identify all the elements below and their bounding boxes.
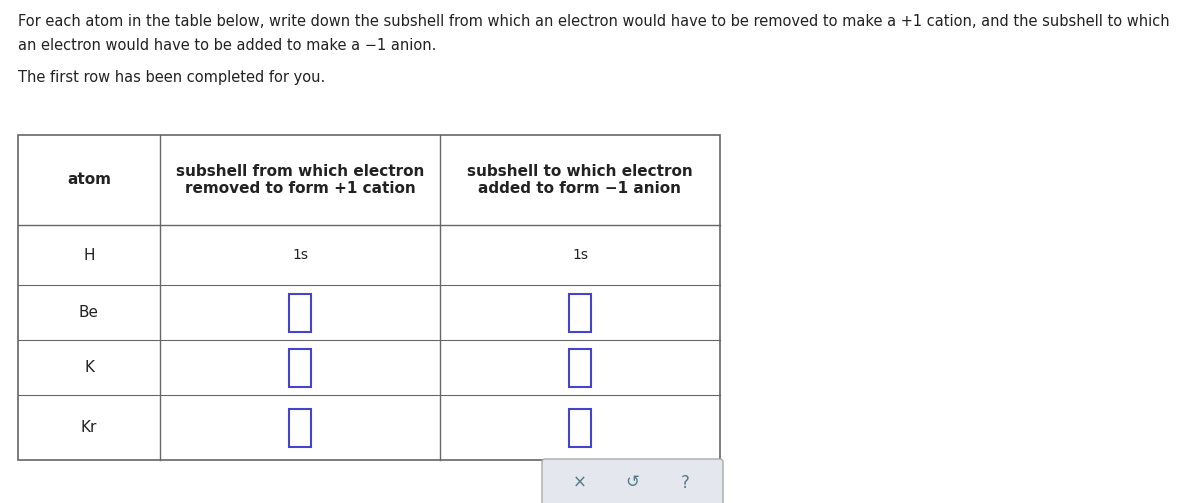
Text: subshell from which electron
removed to form +1 cation: subshell from which electron removed to … <box>176 164 424 196</box>
Text: K: K <box>84 360 94 375</box>
Text: 1s: 1s <box>292 248 308 262</box>
Bar <box>569 408 592 447</box>
Bar <box>569 293 592 331</box>
Bar <box>289 408 311 447</box>
Text: Be: Be <box>79 305 98 320</box>
Bar <box>569 349 592 386</box>
Text: Kr: Kr <box>80 420 97 435</box>
Text: ×: × <box>574 473 587 491</box>
Bar <box>289 293 311 331</box>
Text: ?: ? <box>680 473 690 491</box>
Text: H: H <box>83 247 95 263</box>
Text: subshell to which electron
added to form −1 anion: subshell to which electron added to form… <box>467 164 692 196</box>
Bar <box>289 349 311 386</box>
FancyBboxPatch shape <box>542 459 722 503</box>
Bar <box>18 135 720 460</box>
Text: The first row has been completed for you.: The first row has been completed for you… <box>18 70 325 85</box>
Text: 1s: 1s <box>572 248 588 262</box>
Text: atom: atom <box>67 173 112 188</box>
Text: ↺: ↺ <box>625 473 640 491</box>
Text: an electron would have to be added to make a −1 anion.: an electron would have to be added to ma… <box>18 38 437 53</box>
Text: For each atom in the table below, write down the subshell from which an electron: For each atom in the table below, write … <box>18 14 1170 29</box>
